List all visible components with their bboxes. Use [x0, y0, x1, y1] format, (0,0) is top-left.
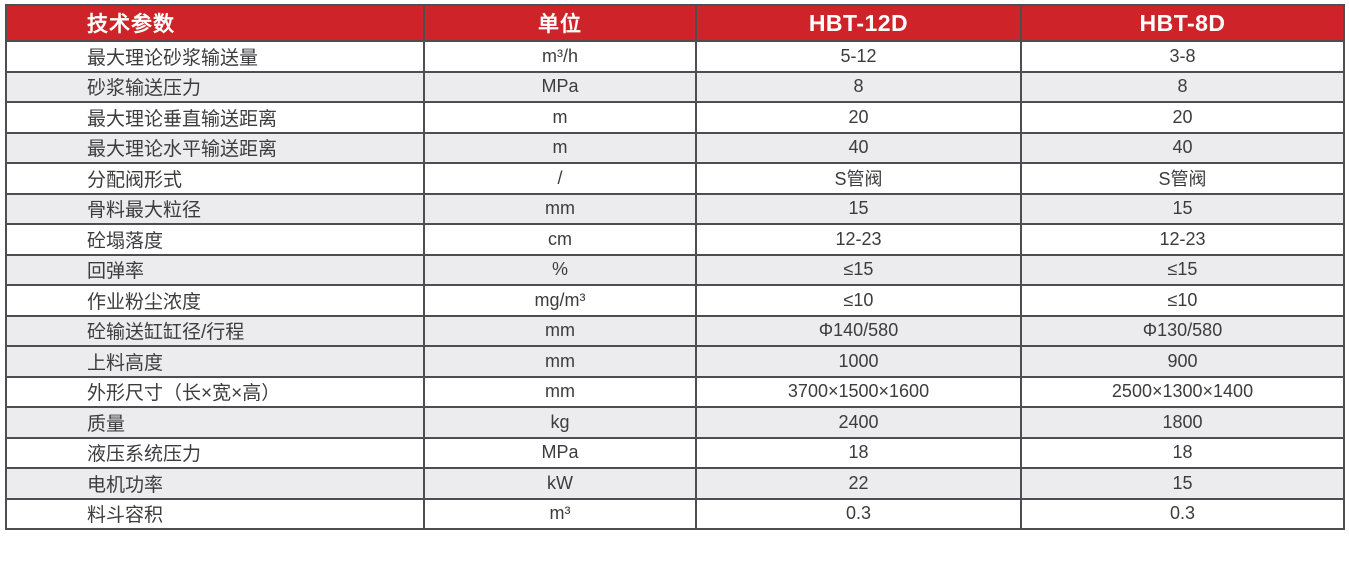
param-name-cell: 液压系统压力 [5, 436, 425, 469]
unit-cell: m [423, 131, 697, 164]
param-name-cell: 质量 [5, 406, 425, 439]
unit-cell: kg [423, 406, 697, 439]
table-row: 最大理论垂直输送距离 m 20 20 [5, 101, 1345, 134]
unit-cell: kW [423, 467, 697, 500]
unit-cell: mm [423, 192, 697, 225]
unit-cell: mg/m³ [423, 284, 697, 317]
hbt12d-value-cell: 5-12 [695, 40, 1022, 73]
param-name-cell: 砂浆输送压力 [5, 70, 425, 103]
param-name-cell: 电机功率 [5, 467, 425, 500]
table-row: 电机功率 kW 22 15 [5, 467, 1345, 500]
hbt12d-value-cell: ≤15 [695, 253, 1022, 286]
hbt8d-value-cell: S管阀 [1020, 162, 1345, 195]
table-body: 最大理论砂浆输送量 m³/h 5-12 3-8 砂浆输送压力 MPa 8 8 最… [5, 40, 1345, 530]
param-name-cell: 砼输送缸缸径/行程 [5, 314, 425, 347]
hbt8d-value-cell: 1800 [1020, 406, 1345, 439]
unit-cell: / [423, 162, 697, 195]
unit-cell: mm [423, 314, 697, 347]
hbt8d-value-cell: 2500×1300×1400 [1020, 375, 1345, 408]
param-name-cell: 分配阀形式 [5, 162, 425, 195]
table-row: 回弹率 % ≤15 ≤15 [5, 253, 1345, 286]
table-row: 砼输送缸缸径/行程 mm Φ140/580 Φ130/580 [5, 314, 1345, 347]
table-row: 液压系统压力 MPa 18 18 [5, 436, 1345, 469]
hbt8d-value-cell: ≤10 [1020, 284, 1345, 317]
hbt12d-value-cell: 15 [695, 192, 1022, 225]
table-row: 外形尺寸（长×宽×高） mm 3700×1500×1600 2500×1300×… [5, 375, 1345, 408]
technical-parameters-table: 技术参数 单位 HBT-12D HBT-8D 最大理论砂浆输送量 m³/h 5-… [5, 4, 1345, 530]
param-name-cell: 回弹率 [5, 253, 425, 286]
table-row: 上料高度 mm 1000 900 [5, 345, 1345, 378]
table-row: 质量 kg 2400 1800 [5, 406, 1345, 439]
param-name-cell: 最大理论砂浆输送量 [5, 40, 425, 73]
header-tech-params: 技术参数 [5, 4, 425, 42]
header-model-hbt12d: HBT-12D [695, 4, 1022, 42]
hbt12d-value-cell: 8 [695, 70, 1022, 103]
hbt12d-value-cell: 3700×1500×1600 [695, 375, 1022, 408]
param-name-cell: 最大理论垂直输送距离 [5, 101, 425, 134]
table-row: 作业粉尘浓度 mg/m³ ≤10 ≤10 [5, 284, 1345, 317]
unit-cell: m³/h [423, 40, 697, 73]
unit-cell: MPa [423, 436, 697, 469]
param-name-cell: 最大理论水平输送距离 [5, 131, 425, 164]
header-row: 技术参数 单位 HBT-12D HBT-8D [5, 4, 1345, 42]
param-name-cell: 作业粉尘浓度 [5, 284, 425, 317]
table-row: 最大理论砂浆输送量 m³/h 5-12 3-8 [5, 40, 1345, 73]
table-row: 料斗容积 m³ 0.3 0.3 [5, 497, 1345, 530]
table-row: 最大理论水平输送距离 m 40 40 [5, 131, 1345, 164]
hbt12d-value-cell: 40 [695, 131, 1022, 164]
hbt12d-value-cell: 1000 [695, 345, 1022, 378]
unit-cell: m³ [423, 497, 697, 530]
unit-cell: mm [423, 345, 697, 378]
hbt8d-value-cell: Φ130/580 [1020, 314, 1345, 347]
hbt8d-value-cell: ≤15 [1020, 253, 1345, 286]
hbt12d-value-cell: 20 [695, 101, 1022, 134]
hbt12d-value-cell: 12-23 [695, 223, 1022, 256]
hbt8d-value-cell: 12-23 [1020, 223, 1345, 256]
param-name-cell: 料斗容积 [5, 497, 425, 530]
hbt8d-value-cell: 0.3 [1020, 497, 1345, 530]
param-name-cell: 骨料最大粒径 [5, 192, 425, 225]
header-unit: 单位 [423, 4, 697, 42]
hbt8d-value-cell: 15 [1020, 467, 1345, 500]
unit-cell: MPa [423, 70, 697, 103]
hbt12d-value-cell: 2400 [695, 406, 1022, 439]
param-name-cell: 上料高度 [5, 345, 425, 378]
unit-cell: mm [423, 375, 697, 408]
param-name-cell: 外形尺寸（长×宽×高） [5, 375, 425, 408]
table-row: 分配阀形式 / S管阀 S管阀 [5, 162, 1345, 195]
table-row: 砂浆输送压力 MPa 8 8 [5, 70, 1345, 103]
hbt12d-value-cell: ≤10 [695, 284, 1022, 317]
hbt8d-value-cell: 900 [1020, 345, 1345, 378]
header-model-hbt8d: HBT-8D [1020, 4, 1345, 42]
hbt12d-value-cell: S管阀 [695, 162, 1022, 195]
hbt8d-value-cell: 8 [1020, 70, 1345, 103]
unit-cell: % [423, 253, 697, 286]
unit-cell: m [423, 101, 697, 134]
table-row: 砼塌落度 cm 12-23 12-23 [5, 223, 1345, 256]
hbt12d-value-cell: 18 [695, 436, 1022, 469]
hbt12d-value-cell: Φ140/580 [695, 314, 1022, 347]
hbt8d-value-cell: 40 [1020, 131, 1345, 164]
hbt12d-value-cell: 22 [695, 467, 1022, 500]
table-row: 骨料最大粒径 mm 15 15 [5, 192, 1345, 225]
unit-cell: cm [423, 223, 697, 256]
hbt8d-value-cell: 3-8 [1020, 40, 1345, 73]
hbt12d-value-cell: 0.3 [695, 497, 1022, 530]
hbt8d-value-cell: 15 [1020, 192, 1345, 225]
hbt8d-value-cell: 18 [1020, 436, 1345, 469]
hbt8d-value-cell: 20 [1020, 101, 1345, 134]
param-name-cell: 砼塌落度 [5, 223, 425, 256]
